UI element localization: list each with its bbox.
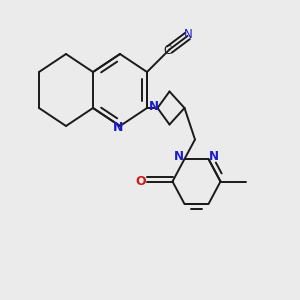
Text: N: N — [184, 28, 193, 41]
Text: N: N — [174, 150, 184, 163]
Text: N: N — [149, 100, 159, 113]
Text: C: C — [163, 44, 171, 57]
Text: N: N — [113, 121, 124, 134]
Text: O: O — [136, 175, 146, 188]
Text: N: N — [209, 150, 219, 163]
